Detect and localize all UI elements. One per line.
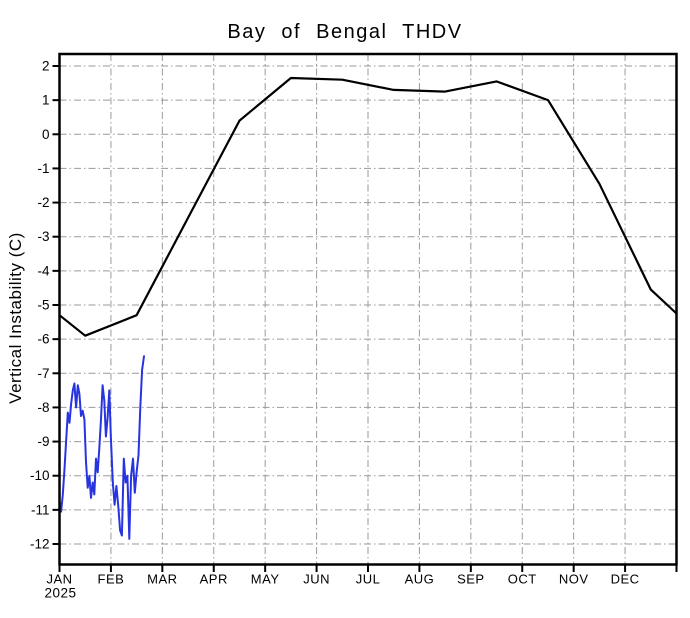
daily-2025-line	[58, 355, 145, 540]
climatology-monthly-line	[58, 76, 678, 337]
x-tick-label: OCT	[508, 572, 537, 587]
x-tick-label: MAR	[147, 572, 177, 587]
y-tick-label: 2	[42, 59, 50, 74]
data-series	[58, 76, 678, 540]
frame-rect	[58, 52, 678, 566]
y-tick-label: -1	[37, 161, 49, 176]
x-tick-label: JUL	[356, 572, 381, 587]
y-tick-label: -9	[37, 434, 49, 449]
y-tick-label: -7	[37, 366, 49, 381]
y-tick-label: -2	[37, 195, 49, 210]
y-tick-label: -4	[37, 263, 49, 278]
x-tick-label: FEB	[98, 572, 125, 587]
y-tick-label: -8	[37, 400, 49, 415]
y-tick-label: -12	[30, 537, 50, 552]
x-tick-label: DEC	[611, 572, 640, 587]
x-tick-label: JAN	[46, 572, 72, 587]
x-tick-label: MAY	[251, 572, 280, 587]
x-tick-label: SEP	[457, 572, 485, 587]
y-axis-title: Vertical Instability (C)	[6, 232, 25, 404]
x-tick-label: JUN	[303, 572, 330, 587]
y-tick-label: -10	[30, 468, 50, 483]
chart-title: Bay of Bengal THDV	[227, 21, 463, 43]
x-tick-label: APR	[200, 572, 228, 587]
y-tick-label: 0	[42, 127, 50, 142]
axis-tick-labels: 2 1 0 -1 -2 -3 -4 -5 -6 -7 -8 -9 -10 -11 -12 JAN FEB MAR A…	[30, 59, 640, 601]
y-tick-label: -11	[31, 502, 50, 517]
axis-ticks	[52, 65, 678, 572]
vertical-gridlines	[110, 54, 626, 565]
y-tick-label: -6	[37, 332, 49, 347]
x-tick-label: AUG	[405, 572, 435, 587]
y-tick-label: -3	[37, 229, 49, 244]
y-tick-label: -5	[37, 298, 49, 313]
y-tick-label: 1	[42, 93, 50, 108]
x-axis-year-label: 2025	[44, 586, 76, 601]
x-tick-label: NOV	[559, 572, 589, 587]
plot-frame	[58, 52, 678, 566]
